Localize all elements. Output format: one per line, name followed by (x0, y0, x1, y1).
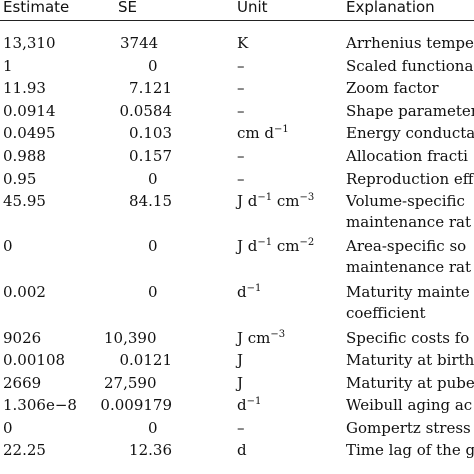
unit-cell: K (237, 35, 248, 52)
unit-cell: cm d−1 (237, 125, 289, 142)
unit-base: – (237, 57, 245, 75)
estimate-cell: 0.00108 (3, 351, 66, 369)
unit-cell: d−1 (237, 397, 261, 414)
unit-base: cm d (237, 124, 274, 142)
estimate-cell: 0.002 (3, 283, 46, 301)
unit-base: d (237, 441, 247, 459)
unit-exponent: −1 (274, 124, 289, 135)
se-cell: 10,390 (104, 329, 157, 347)
se-cell: 0 (148, 57, 158, 75)
unit-base: J d (237, 192, 258, 210)
unit-base: – (237, 170, 245, 188)
estimate-cell: 0.0914 (3, 102, 56, 120)
se-cell: 0 (148, 170, 158, 188)
estimate-cell: 0.95 (3, 170, 37, 188)
explanation-cell: Zoom factor (346, 79, 439, 97)
se-cell: 84.15 (129, 192, 172, 210)
estimate-cell: 11.93 (3, 79, 46, 97)
se-cell: 0.103 (129, 124, 172, 142)
unit-cell: – (237, 80, 245, 97)
explanation-cell: coefficient (346, 304, 426, 322)
estimate-cell: 45.95 (3, 192, 46, 210)
unit-cell: – (237, 420, 245, 437)
explanation-cell: maintenance rat (346, 213, 471, 231)
explanation-cell: Energy conducta (346, 124, 474, 142)
unit-exponent: −1 (246, 283, 262, 294)
unit-base: d (237, 283, 247, 301)
unit-base: – (237, 102, 245, 120)
unit-cell: – (237, 171, 245, 188)
unit-exponent: −1 (257, 237, 273, 248)
unit-base: J (237, 374, 244, 392)
unit-base: J d (237, 237, 258, 255)
unit-cell: J (237, 375, 243, 392)
unit-exponent: −3 (270, 329, 286, 340)
header-estimate: Estimate (3, 0, 70, 16)
estimate-cell: 0.988 (3, 147, 46, 165)
explanation-cell: Maturity at pube (346, 374, 474, 392)
se-cell: 7.121 (129, 79, 172, 97)
unit-tail: cm (272, 237, 300, 255)
se-cell: 0.009179 (100, 396, 172, 414)
unit-cell: – (237, 58, 245, 75)
unit-exponent-2: −2 (299, 237, 315, 248)
unit-base: – (237, 147, 245, 165)
unit-cell: – (237, 103, 245, 120)
unit-cell: J d−1 cm−2 (237, 238, 314, 255)
explanation-cell: Weibull aging ac (346, 396, 473, 414)
estimate-cell: 13,310 (3, 34, 56, 52)
unit-base: d (237, 396, 247, 414)
explanation-cell: Maturity at birth (346, 351, 474, 369)
unit-exponent: −1 (246, 396, 262, 407)
se-cell: 12.36 (129, 441, 172, 459)
explanation-cell: Allocation fracti (346, 147, 468, 165)
se-cell: 0 (148, 419, 158, 437)
explanation-cell: Reproduction eff (346, 170, 474, 188)
unit-cell: J (237, 352, 243, 369)
unit-cell: J d−1 cm−3 (237, 193, 314, 210)
unit-base: – (237, 79, 245, 97)
se-cell: 27,590 (104, 374, 157, 392)
unit-base: J cm (237, 329, 271, 347)
explanation-cell: Arrhenius tempe (346, 34, 474, 52)
explanation-cell: Specific costs fo (346, 329, 470, 347)
explanation-cell: Gompertz stress (346, 419, 471, 437)
unit-cell: d (237, 442, 247, 459)
estimate-cell: 2669 (3, 374, 42, 392)
unit-cell: – (237, 148, 245, 165)
explanation-cell: Maturity mainte (346, 283, 470, 301)
explanation-cell: maintenance rat (346, 258, 471, 276)
unit-base: – (237, 419, 245, 437)
unit-tail: cm (272, 192, 300, 210)
estimate-cell: 0.0495 (3, 124, 56, 142)
header-se: SE (118, 0, 137, 16)
explanation-cell: Volume-specific (346, 192, 465, 210)
estimate-cell: 1.306e−8 (3, 396, 77, 414)
se-cell: 3744 (120, 34, 159, 52)
explanation-cell: Time lag of the g (346, 441, 474, 459)
unit-cell: J cm−3 (237, 330, 285, 347)
explanation-cell: Area-specific so (346, 237, 467, 255)
estimate-cell: 1 (3, 57, 13, 75)
estimate-cell: 0 (3, 419, 13, 437)
unit-cell: d−1 (237, 284, 261, 301)
estimate-cell: 9026 (3, 329, 42, 347)
se-cell: 0.157 (129, 147, 172, 165)
unit-base: J (237, 351, 244, 369)
unit-exponent: −1 (257, 192, 273, 203)
unit-exponent-2: −3 (299, 192, 315, 203)
se-cell: 0 (148, 237, 158, 255)
header-rule (0, 20, 474, 21)
se-cell: 0.0584 (119, 102, 173, 120)
header-unit: Unit (237, 0, 268, 16)
header-explanation: Explanation (346, 0, 435, 16)
unit-base: K (237, 34, 249, 52)
explanation-cell: Shape parameter (346, 102, 474, 120)
explanation-cell: Scaled functiona (346, 57, 474, 75)
estimate-cell: 22.25 (3, 441, 46, 459)
se-cell: 0.0121 (119, 351, 173, 369)
se-cell: 0 (148, 283, 158, 301)
estimate-cell: 0 (3, 237, 13, 255)
